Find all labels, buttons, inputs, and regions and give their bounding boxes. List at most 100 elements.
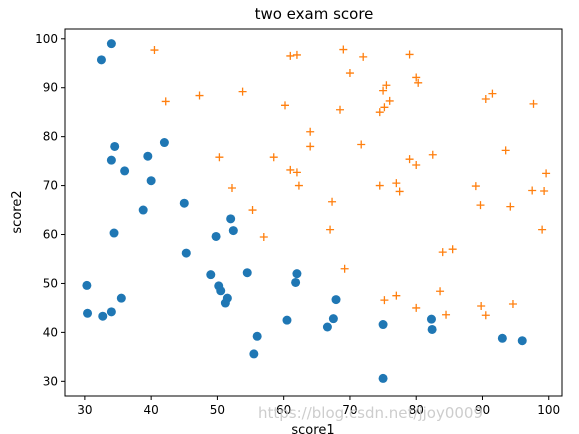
data-point-plus — [306, 127, 315, 136]
data-point-plus — [529, 99, 538, 108]
data-point-circle — [106, 39, 116, 49]
data-point-circle — [138, 205, 148, 215]
data-point-circle — [242, 268, 252, 278]
data-point-circle — [249, 349, 259, 359]
data-point-plus — [442, 310, 451, 319]
data-point-plus — [379, 86, 388, 95]
data-point-plus — [476, 201, 485, 210]
chart-title: two exam score — [255, 5, 374, 23]
data-point-plus — [506, 202, 515, 211]
x-tick-label: 70 — [342, 403, 357, 417]
data-point-plus — [259, 232, 268, 241]
x-tick-label: 50 — [210, 403, 225, 417]
data-point-plus — [339, 45, 348, 54]
data-point-plus — [286, 51, 295, 60]
data-point-plus — [227, 184, 236, 193]
data-point-plus — [538, 225, 547, 234]
plot-frame — [64, 28, 563, 397]
data-point-plus — [326, 225, 335, 234]
data-point-circle — [226, 214, 236, 224]
data-point-plus — [412, 303, 421, 312]
y-tick-label: 70 — [43, 179, 58, 193]
data-point-plus — [215, 153, 224, 162]
data-point-plus — [385, 96, 394, 105]
data-point-plus — [294, 181, 303, 190]
data-point-circle — [331, 295, 341, 305]
data-point-plus — [414, 78, 423, 87]
y-tick-label: 60 — [43, 228, 58, 242]
data-point-plus — [248, 206, 257, 215]
x-tick-label: 40 — [144, 403, 159, 417]
data-point-circle — [110, 141, 120, 151]
data-point-circle — [228, 226, 238, 236]
data-point-circle — [143, 151, 153, 161]
data-point-plus — [359, 52, 368, 61]
data-point-circle — [291, 277, 301, 287]
data-point-plus — [382, 81, 391, 90]
data-point-circle — [181, 248, 191, 258]
data-point-circle — [206, 270, 216, 280]
data-point-plus — [477, 301, 486, 310]
x-tick-label: 80 — [409, 403, 424, 417]
series-layer — [82, 39, 551, 383]
data-point-plus — [412, 161, 421, 170]
watermark: https://blog.csdn.net/jjoy0009 — [258, 404, 483, 422]
x-tick-label: 60 — [276, 403, 291, 417]
data-point-plus — [306, 142, 315, 151]
data-point-circle — [96, 55, 106, 65]
data-point-circle — [106, 307, 116, 317]
data-point-plus — [392, 179, 401, 188]
data-point-plus — [412, 73, 421, 82]
data-point-plus — [488, 89, 497, 98]
data-point-circle — [109, 228, 119, 238]
data-point-plus — [195, 91, 204, 100]
data-point-plus — [292, 50, 301, 59]
y-tick-label: 90 — [43, 81, 58, 95]
data-point-plus — [375, 181, 384, 190]
y-tick-label: 40 — [43, 325, 58, 339]
data-point-plus — [345, 69, 354, 78]
y-tick-label: 100 — [35, 32, 58, 46]
data-point-plus — [428, 150, 437, 159]
data-point-plus — [481, 94, 490, 103]
data-point-circle — [82, 280, 92, 290]
data-point-plus — [269, 153, 278, 162]
data-point-plus — [542, 169, 551, 178]
y-axis-label: score2 — [10, 190, 25, 233]
data-point-circle — [159, 138, 169, 148]
data-point-plus — [340, 264, 349, 273]
data-point-circle — [106, 155, 116, 165]
data-point-plus — [471, 182, 480, 191]
data-point-plus — [161, 97, 170, 106]
data-point-circle — [427, 324, 437, 334]
data-point-circle — [146, 176, 156, 186]
data-point-circle — [328, 314, 338, 324]
y-tick-label: 50 — [43, 276, 58, 290]
data-point-plus — [336, 105, 345, 114]
x-tick-label: 90 — [475, 403, 490, 417]
data-point-circle — [98, 311, 108, 321]
data-point-plus — [286, 165, 295, 174]
data-point-circle — [282, 315, 292, 325]
data-point-plus — [150, 46, 159, 55]
x-axis-label: score1 — [291, 423, 334, 434]
data-point-plus — [380, 103, 389, 112]
data-point-circle — [120, 166, 130, 176]
data-point-circle — [292, 269, 302, 279]
data-point-plus — [281, 101, 290, 110]
data-point-plus — [392, 291, 401, 300]
data-point-circle — [378, 320, 388, 330]
data-point-plus — [448, 245, 457, 254]
data-point-plus — [438, 248, 447, 257]
data-point-plus — [328, 197, 337, 206]
data-point-circle — [116, 293, 126, 303]
data-point-circle — [378, 373, 388, 383]
y-tick-label: 80 — [43, 130, 58, 144]
data-point-plus — [436, 287, 445, 296]
data-point-circle — [211, 231, 221, 241]
data-point-plus — [405, 155, 414, 164]
data-point-circle — [426, 314, 436, 324]
x-tick-label: 30 — [77, 403, 92, 417]
data-point-circle — [517, 336, 527, 346]
